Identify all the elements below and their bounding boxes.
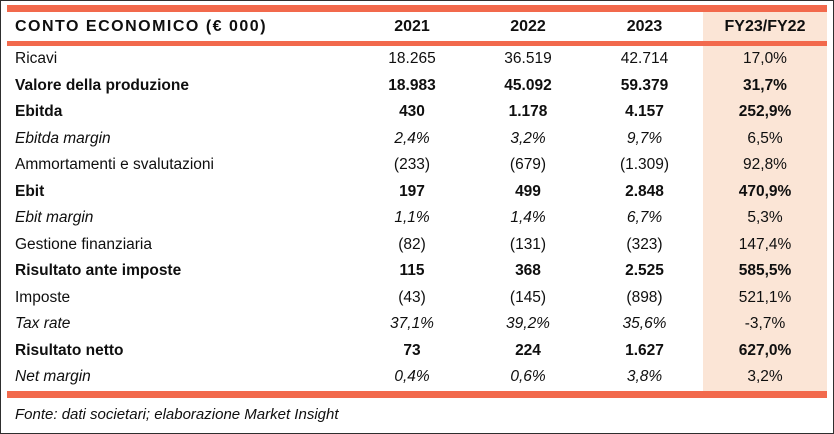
value-cell-2021: 73 (403, 341, 421, 359)
bottom-rule (7, 390, 827, 398)
value-cell-2023: (323) (626, 235, 663, 253)
value-cell-2022: 39,2% (506, 315, 550, 333)
source-note: Fonte: dati societari; elaborazione Mark… (15, 405, 339, 423)
column-header-2022: 2022 (510, 17, 546, 35)
value-cell-2022: 224 (515, 341, 541, 359)
value-cell-2023: 4.157 (625, 103, 664, 121)
value-cell-2022: 368 (515, 262, 541, 280)
value-cell-fy23-fy22: 17,0% (703, 46, 827, 73)
value-cell-2022: 1.178 (508, 103, 548, 121)
value-cell-fy23-fy22: 470,9% (703, 178, 827, 205)
value-cell-fy23-fy22: 585,5% (703, 258, 827, 285)
row-label: Ebit margin (15, 209, 94, 227)
row-label: Ebit (15, 182, 45, 200)
row-label: Ammortamenti e svalutazioni (15, 156, 214, 174)
table-row: Ebit margin 1,1% 1,4% 6,7% 5,3% (7, 205, 827, 232)
row-label: Imposte (15, 288, 71, 306)
header-rule (7, 41, 827, 46)
value-cell-2021: 37,1% (390, 315, 434, 333)
value-cell-2023: (898) (626, 288, 663, 306)
value-cell-2023: 35,6% (622, 315, 667, 333)
value-cell-fy23-fy22: 252,9% (703, 99, 827, 126)
value-cell-2023: 6,7% (626, 209, 663, 227)
column-header-2023: 2023 (626, 17, 663, 35)
table-row: Risultato netto 73 224 1.627 627,0% (7, 337, 827, 364)
table-row: Ebitda margin 2,4% 3,2% 9,7% 6,5% (7, 125, 827, 152)
value-cell-fy23-fy22: 627,0% (703, 337, 827, 364)
table-row: Ricavi 18.265 36.519 42.714 17,0% (7, 46, 827, 73)
value-cell-2022: (145) (509, 288, 547, 306)
column-header-fy23-fy22: FY23/FY22 (703, 12, 827, 41)
value-cell-2021: (233) (393, 156, 431, 174)
value-cell-2021: 1,1% (394, 209, 430, 227)
value-cell-2022: (679) (509, 156, 547, 174)
value-cell-2022: 0,6% (510, 368, 546, 386)
value-cell-2021: 18.983 (388, 76, 436, 94)
row-label: Risultato netto (15, 341, 124, 359)
table-row: Net margin 0,4% 0,6% 3,8% 3,2% (7, 364, 827, 391)
row-label: Ebitda margin (15, 129, 111, 147)
value-cell-2021: 2,4% (394, 129, 430, 147)
table-row: Gestione finanziaria (82) (131) (323) 14… (7, 231, 827, 258)
column-header-2021: 2021 (394, 17, 430, 35)
value-cell-fy23-fy22: -3,7% (703, 311, 827, 338)
value-cell-2023: (1.309) (619, 156, 670, 174)
row-label: Tax rate (15, 315, 71, 333)
table-body: Ricavi 18.265 36.519 42.714 17,0% Valore… (7, 46, 827, 391)
table-title: CONTO ECONOMICO (€ 000) (15, 17, 268, 35)
value-cell-2023: 1.627 (625, 341, 664, 359)
value-cell-2023: 2.848 (625, 182, 664, 200)
value-cell-2021: 197 (399, 182, 425, 200)
row-label: Gestione finanziaria (15, 235, 152, 253)
table-row: Tax rate 37,1% 39,2% 35,6% -3,7% (7, 311, 827, 338)
table-row: Valore della produzione 18.983 45.092 59… (7, 72, 827, 99)
value-cell-2021: 115 (399, 262, 425, 280)
value-cell-2022: 36.519 (504, 50, 552, 68)
value-cell-2023: 59.379 (620, 76, 669, 94)
value-cell-fy23-fy22: 147,4% (703, 231, 827, 258)
row-label: Valore della produzione (15, 76, 189, 94)
value-cell-fy23-fy22: 92,8% (703, 152, 827, 179)
value-cell-fy23-fy22: 3,2% (703, 364, 827, 391)
value-cell-2021: (82) (398, 235, 426, 253)
value-cell-2022: 45.092 (504, 76, 552, 94)
table-row: Imposte (43) (145) (898) 521,1% (7, 284, 827, 311)
value-cell-2021: 430 (399, 103, 425, 121)
value-cell-2022: 3,2% (510, 129, 546, 147)
value-cell-fy23-fy22: 31,7% (703, 72, 827, 99)
row-label: Ricavi (15, 50, 58, 68)
table-header-row: CONTO ECONOMICO (€ 000) 2021 2022 2023 F… (7, 12, 827, 41)
value-cell-2022: (131) (509, 235, 547, 253)
value-cell-2023: 42.714 (620, 50, 669, 68)
value-cell-2023: 3,8% (626, 368, 663, 386)
value-cell-2023: 9,7% (626, 129, 663, 147)
value-cell-fy23-fy22: 521,1% (703, 284, 827, 311)
table-row: Ebitda 430 1.178 4.157 252,9% (7, 99, 827, 126)
value-cell-2022: 499 (515, 182, 541, 200)
row-label: Risultato ante imposte (15, 262, 182, 280)
row-label: Ebitda (15, 103, 63, 121)
value-cell-fy23-fy22: 6,5% (703, 125, 827, 152)
row-label: Net margin (15, 368, 91, 386)
value-cell-2022: 1,4% (510, 209, 546, 227)
table-row: Ammortamenti e svalutazioni (233) (679) … (7, 152, 827, 179)
value-cell-2021: (43) (398, 288, 426, 306)
table-row: Risultato ante imposte 115 368 2.525 585… (7, 258, 827, 285)
top-rule (7, 5, 827, 12)
value-cell-fy23-fy22: 5,3% (703, 205, 827, 232)
value-cell-2021: 18.265 (388, 50, 436, 68)
value-cell-2021: 0,4% (394, 368, 430, 386)
value-cell-2023: 2.525 (625, 262, 664, 280)
table-row: Ebit 197 499 2.848 470,9% (7, 178, 827, 205)
